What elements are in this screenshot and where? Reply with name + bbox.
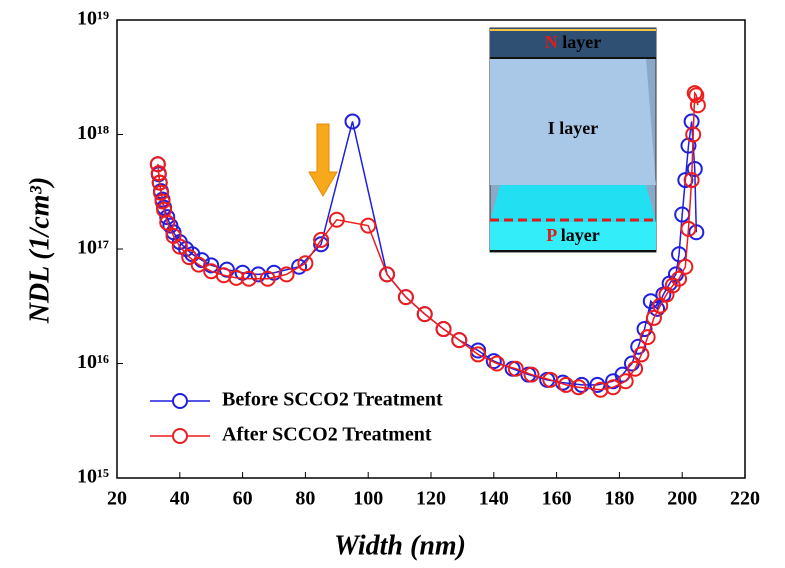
i-layer-label: I layer [548, 118, 598, 138]
data-point [542, 371, 559, 388]
data-point [313, 231, 330, 248]
inset: N layer I layer P layer [489, 27, 657, 253]
data-point [689, 97, 706, 114]
data-point [240, 270, 257, 287]
data-point [671, 270, 688, 287]
x-tick-label: 180 [604, 488, 634, 510]
data-point [228, 269, 245, 286]
data-point [488, 355, 505, 372]
data-point [688, 224, 705, 241]
y-axis-label: NDL (1/cm³) [24, 177, 55, 325]
data-point [639, 329, 656, 346]
data-point [149, 156, 166, 173]
data-point [470, 346, 487, 363]
data-point [677, 258, 694, 275]
data-point [605, 379, 622, 396]
data-point [573, 376, 590, 393]
y-tick-label: 10¹⁷ [77, 237, 109, 259]
n-letter: N [545, 32, 558, 52]
legend-label: Before SCCO2 Treatment [222, 389, 443, 411]
data-point [171, 238, 188, 255]
x-tick-label: 80 [295, 488, 315, 510]
data-point [150, 165, 167, 182]
data-point [485, 353, 502, 370]
x-axis-label: Width (nm) [334, 530, 466, 561]
n-region [490, 28, 656, 58]
legend-label: After SCCO2 Treatment [222, 424, 432, 446]
data-point [680, 220, 697, 237]
data-point [278, 266, 295, 283]
data-point [344, 113, 361, 130]
data-point [259, 270, 276, 287]
p-word: layer [561, 225, 600, 245]
x-tick-label: 220 [730, 488, 760, 510]
n-word: layer [562, 32, 601, 52]
p-layer-label: P layer [546, 225, 600, 245]
data-point [154, 193, 171, 210]
legend-marker [172, 428, 188, 444]
data-point [683, 172, 700, 189]
legend-marker [172, 393, 188, 409]
x-tick-label: 60 [233, 488, 253, 510]
data-point [397, 289, 414, 306]
data-point [636, 321, 653, 338]
data-point [507, 360, 524, 377]
data-point [328, 211, 345, 228]
data-point [686, 160, 703, 177]
y-tick-label: 10¹⁵ [77, 466, 109, 488]
y-tick-label: 10¹⁶ [77, 351, 109, 373]
data-point [435, 321, 452, 338]
x-tick-label: 40 [170, 488, 190, 510]
data-point [685, 126, 702, 143]
data-point [570, 379, 587, 396]
data-point [523, 366, 540, 383]
x-tick-label: 160 [542, 488, 572, 510]
data-point [159, 214, 176, 231]
i-region [490, 58, 656, 185]
data-point [152, 184, 169, 201]
data-point [688, 87, 705, 104]
data-point [360, 217, 377, 234]
data-point [313, 236, 330, 253]
data-point [250, 266, 267, 283]
x-tick-label: 20 [107, 488, 127, 510]
data-point [297, 255, 314, 272]
data-point [151, 174, 168, 191]
x-tick-label: 120 [416, 488, 446, 510]
x-tick-label: 200 [667, 488, 697, 510]
p-region [490, 222, 656, 250]
p-letter: P [546, 225, 557, 245]
data-point [633, 346, 650, 363]
data-point [203, 257, 220, 274]
data-point [416, 306, 433, 323]
x-tick-label: 140 [479, 488, 509, 510]
n-layer-label: N layer [545, 32, 601, 52]
arrow-shape [308, 123, 338, 197]
data-point [645, 309, 662, 326]
data-point [470, 342, 487, 359]
data-point [379, 266, 396, 283]
y-tick-label: 10¹⁹ [77, 8, 109, 30]
y-tick-label: 10¹⁸ [77, 122, 109, 144]
arrow [308, 123, 338, 197]
data-point [451, 332, 468, 349]
data-point [649, 300, 666, 317]
data-point [630, 338, 647, 355]
data-point [190, 256, 207, 273]
interface-region [490, 185, 656, 222]
series [149, 85, 706, 398]
x-tick-label: 100 [353, 488, 383, 510]
data-point [627, 360, 644, 377]
data-point [617, 373, 634, 390]
